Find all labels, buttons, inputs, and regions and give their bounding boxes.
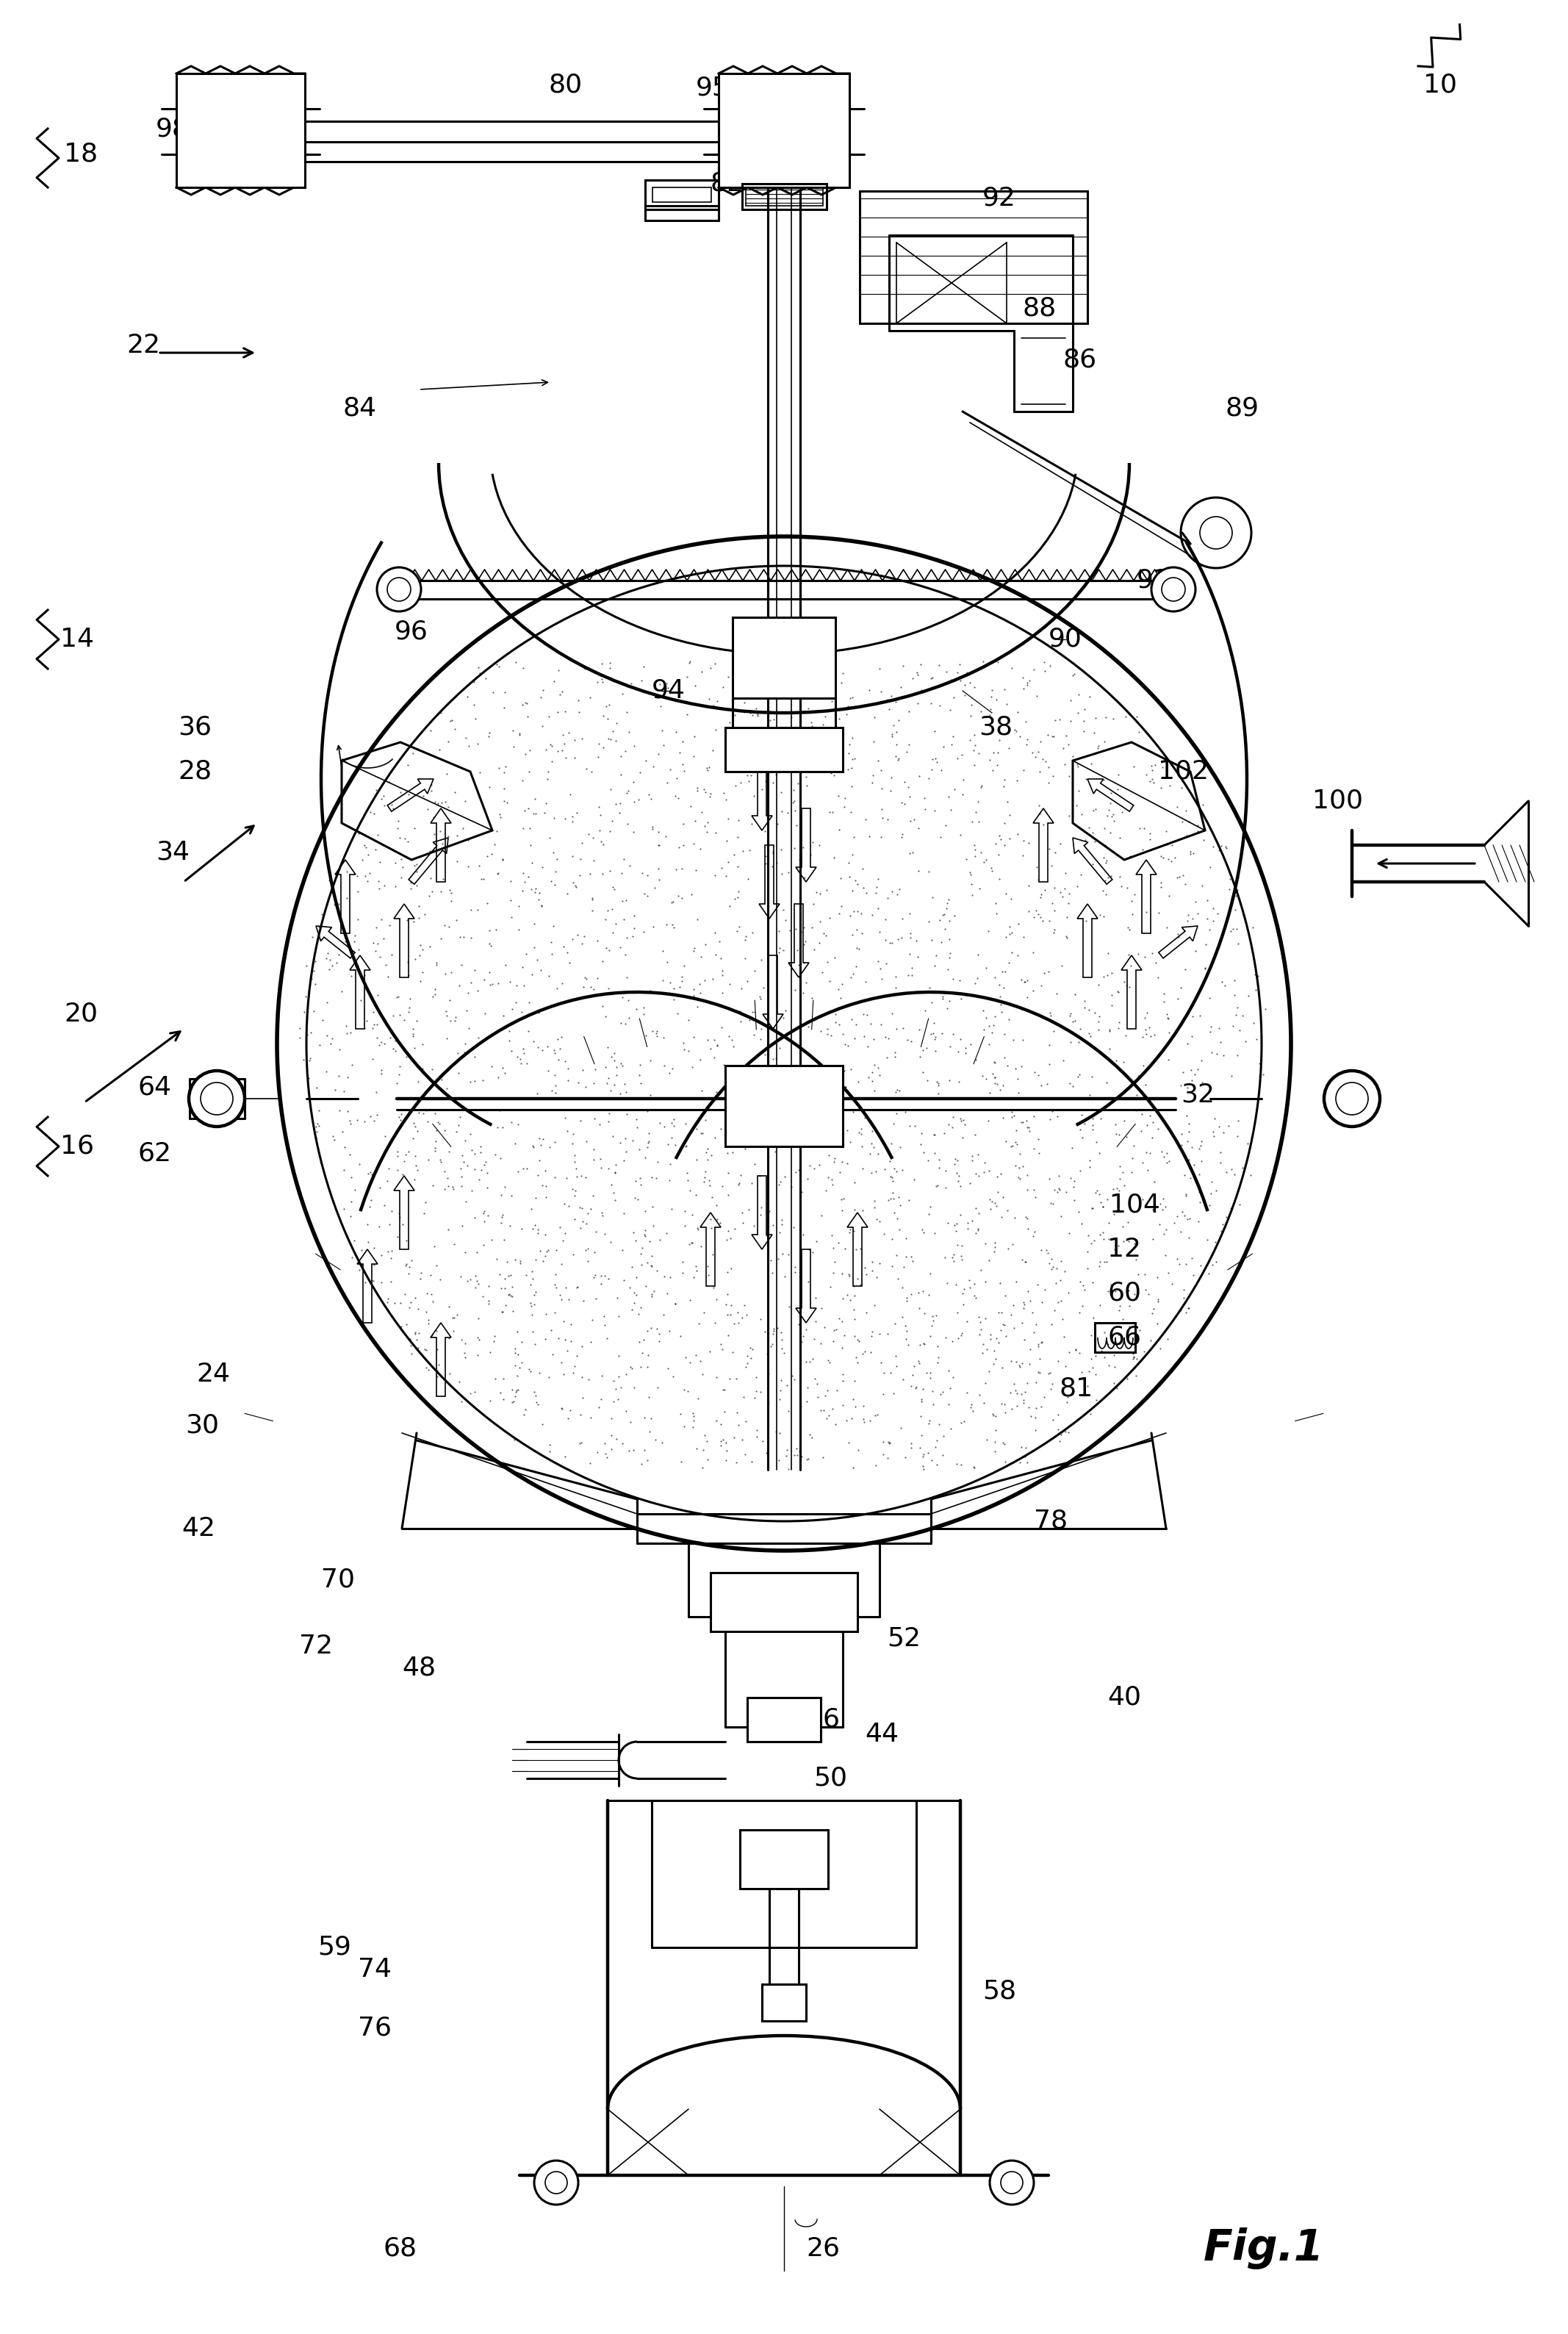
Text: 62: 62 [138,1141,171,1167]
Text: 36: 36 [177,714,212,740]
Bar [1094,1323,1135,1351]
Text: 66: 66 [1107,1326,1142,1349]
Bar [742,184,826,210]
Circle shape [989,2161,1033,2206]
Text: 100: 100 [1312,789,1363,815]
Circle shape [1323,1071,1380,1127]
Text: 10: 10 [1424,72,1457,98]
Text: 38: 38 [978,714,1013,740]
Text: 94: 94 [652,679,685,703]
Text: 86: 86 [1063,348,1098,373]
Text: 60: 60 [1107,1281,1142,1307]
Text: 52: 52 [887,1627,920,1650]
Text: 30: 30 [185,1412,220,1438]
Text: 32: 32 [1181,1083,1215,1106]
Bar [726,1067,842,1146]
Bar [710,1573,858,1631]
Text: 48: 48 [401,1655,436,1680]
Circle shape [1151,567,1195,612]
Text: 50: 50 [814,1767,847,1790]
Text: 92: 92 [983,187,1016,210]
Text: 76: 76 [358,2017,392,2040]
Bar [859,191,1088,324]
Text: Fig.1: Fig.1 [1203,2229,1325,2269]
Text: 88: 88 [1022,296,1057,322]
Text: 12: 12 [1107,1237,1142,1263]
Text: 58: 58 [982,1979,1016,2005]
Text: 20: 20 [64,1001,97,1027]
Text: 28: 28 [177,759,212,784]
Text: 84: 84 [343,394,376,420]
Text: 14: 14 [60,628,94,651]
Text: 59: 59 [317,1935,351,1961]
Text: 40: 40 [1107,1685,1142,1711]
Bar [740,1830,828,1888]
Text: 74: 74 [358,1956,392,1982]
Text: 82: 82 [710,170,745,196]
Bar [762,1984,806,2021]
Text: 95: 95 [696,75,729,100]
Bar [644,205,718,219]
Text: 89: 89 [1225,394,1259,420]
Text: 42: 42 [182,1517,215,1540]
Text: 96: 96 [395,619,428,644]
Text: 68: 68 [384,2236,417,2262]
Text: 26: 26 [806,2236,840,2262]
Bar [746,187,823,205]
Circle shape [376,567,422,612]
Text: 24: 24 [196,1361,230,1386]
Text: 70: 70 [321,1568,354,1592]
Bar [726,728,842,773]
Text: 72: 72 [299,1634,332,1659]
Text: 44: 44 [866,1722,898,1746]
Text: 34: 34 [155,840,190,866]
Bar [176,72,304,187]
Circle shape [188,1071,245,1127]
Bar [718,72,850,187]
Text: 91: 91 [1137,567,1170,593]
Text: 90: 90 [1049,628,1082,651]
Text: 22: 22 [127,334,160,357]
Text: 64: 64 [138,1076,171,1099]
Text: 78: 78 [1033,1508,1068,1533]
Text: 104: 104 [1110,1193,1160,1218]
Bar [748,1697,820,1741]
Text: 80: 80 [549,72,583,98]
Text: 46: 46 [806,1706,840,1732]
Text: 16: 16 [60,1134,94,1160]
Bar [644,180,718,210]
Text: 102: 102 [1157,759,1209,784]
Text: 81: 81 [1060,1377,1093,1400]
Bar [652,187,712,203]
Text: 98: 98 [155,117,190,140]
Circle shape [535,2161,579,2206]
Bar [732,616,836,698]
Text: 18: 18 [64,142,97,166]
